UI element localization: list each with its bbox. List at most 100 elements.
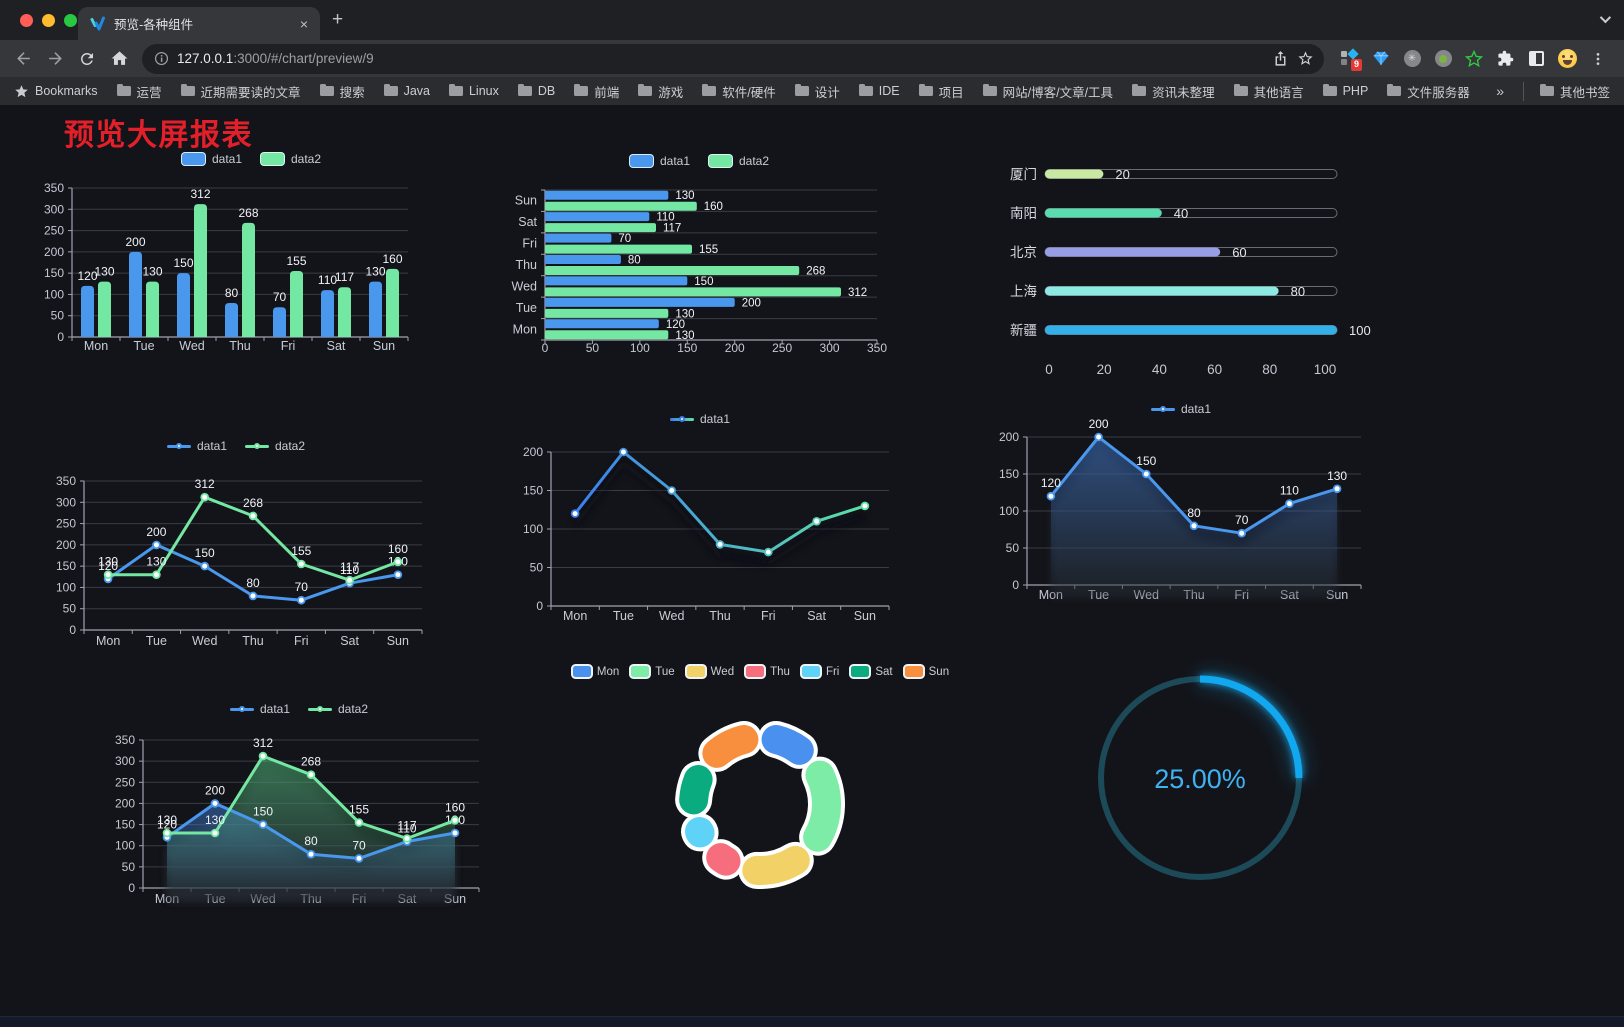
bookmark-star-icon[interactable]	[1297, 50, 1314, 67]
svg-text:130: 130	[98, 555, 118, 569]
svg-text:0: 0	[1045, 362, 1053, 377]
reader-extension-icon[interactable]	[1526, 49, 1546, 69]
bookmark-folder[interactable]: PHP	[1322, 83, 1368, 98]
chart-donut[interactable]: Mon Tue Wed Thu Fri Sat Sun	[550, 663, 970, 908]
bookmark-folder[interactable]: 设计	[794, 82, 840, 101]
svg-text:130: 130	[675, 330, 694, 342]
svg-text:Tue: Tue	[133, 339, 154, 353]
legend-item-data2[interactable]: data2	[308, 702, 368, 716]
svg-text:Thu: Thu	[709, 609, 731, 623]
chart-grouped-bar[interactable]: 0 50 100 150 200 250 300 350 Mon Tue Wed Thu Fri Sat S…	[36, 146, 466, 373]
svg-text:80: 80	[246, 576, 260, 590]
svg-text:150: 150	[523, 484, 543, 498]
svg-text:200: 200	[146, 525, 166, 539]
bookmarks-root[interactable]: Bookmarks	[14, 84, 98, 99]
tab-search-chevron-icon[interactable]	[1599, 11, 1612, 24]
close-window-button[interactable]	[20, 13, 33, 27]
bookmarks-overflow-chevron[interactable]: »	[1496, 83, 1504, 99]
bookmark-folder[interactable]: 近期需要读的文章	[180, 82, 301, 101]
chart-dual-line[interactable]: 0 50 100 150 200 250 300 350 Mon Tue Wed Thu Fri Sat S…	[40, 432, 432, 665]
menu-dots-icon[interactable]	[1588, 49, 1608, 69]
legend-item-Wed[interactable]: Wed	[684, 664, 734, 679]
svg-text:Wed: Wed	[512, 279, 538, 293]
bookmark-folder[interactable]: 文件服务器	[1387, 82, 1470, 101]
legend-swatch	[260, 152, 285, 166]
chart-dual-area-line[interactable]: 0 50 100 150 200 250 300 350 Mon Tue Wed Thu Fri Sat S…	[103, 698, 495, 921]
svg-text:100: 100	[630, 341, 650, 355]
svg-text:Mon: Mon	[96, 634, 120, 648]
bookmark-folder[interactable]: IDE	[858, 83, 900, 98]
legend-item-data1[interactable]: data1	[1150, 402, 1211, 416]
share-icon[interactable]	[1272, 50, 1289, 67]
svg-text:268: 268	[243, 496, 263, 510]
legend-item-data1[interactable]: data1	[669, 412, 730, 426]
svg-text:200: 200	[205, 783, 225, 797]
legend-item-Thu[interactable]: Thu	[744, 664, 790, 679]
legend-item-Tue[interactable]: Tue	[629, 664, 675, 679]
bookmark-folder[interactable]: Java	[383, 83, 430, 98]
legend-item-data1[interactable]: data1	[628, 154, 690, 168]
bookmark-folder[interactable]: 网站/博客/文章/工具	[982, 82, 1113, 101]
svg-text:50: 50	[51, 309, 65, 323]
chart-gradient-line[interactable]: 0 50 100 150 200 Mon Tue Wed Thu Fri Sat Sun data1	[503, 402, 897, 637]
legend-item-data1[interactable]: data1	[180, 152, 242, 166]
svg-text:厦门: 厦门	[1010, 167, 1037, 182]
legend-item-Sun[interactable]: Sun	[902, 664, 949, 679]
back-button[interactable]	[8, 44, 38, 74]
bookmark-folder[interactable]: 搜索	[319, 82, 365, 101]
forward-button[interactable]	[40, 44, 70, 74]
svg-text:0: 0	[536, 599, 543, 613]
legend-item-Sat[interactable]: Sat	[849, 664, 893, 679]
extensions-puzzle-icon[interactable]	[1495, 49, 1515, 69]
bookmark-folder[interactable]: 运营	[116, 82, 162, 101]
vimium-extension-icon[interactable]: ✳	[1402, 49, 1422, 69]
svg-text:110: 110	[397, 822, 416, 836]
legend-item-data2[interactable]: data2	[245, 439, 305, 453]
recorder-extension-icon[interactable]	[1433, 49, 1453, 69]
chart-gauge[interactable]: 25.00%	[1078, 656, 1322, 905]
svg-text:Sun: Sun	[854, 609, 876, 623]
bookmark-folder[interactable]: 资讯未整理	[1132, 82, 1215, 101]
legend-item-data2[interactable]: data2	[708, 154, 769, 168]
legend-item-data1[interactable]: data1	[166, 439, 227, 453]
bookmark-folder[interactable]: 项目	[918, 82, 964, 101]
chart-legend: Mon Tue Wed Thu Fri Sat Sun	[550, 664, 970, 679]
tab-close-icon[interactable]: ×	[299, 15, 308, 32]
legend-item-Mon[interactable]: Mon	[570, 664, 619, 679]
browser-tab[interactable]: 预览-各种组件 ×	[78, 7, 320, 40]
bookmark-folder-other[interactable]: 其他书签	[1522, 81, 1610, 101]
svg-text:312: 312	[253, 736, 273, 750]
svg-text:80: 80	[1187, 506, 1201, 520]
bookmark-folder[interactable]: 前端	[574, 82, 619, 101]
reload-button[interactable]	[72, 44, 102, 74]
bookmark-folder[interactable]: Linux	[448, 83, 499, 98]
star-extension-icon[interactable]	[1464, 49, 1484, 69]
bookmark-folder[interactable]: DB	[517, 83, 555, 98]
chart-progress-bars[interactable]: 厦门 20 南阳 40 北京 60 上海 80 新疆 100 0 20 40 60 80 100	[983, 150, 1375, 390]
minimize-window-button[interactable]	[42, 13, 55, 27]
site-info-icon[interactable]	[154, 51, 169, 66]
proxy-extension-icon[interactable]: 9	[1340, 47, 1362, 71]
legend-item-data1[interactable]: data1	[229, 702, 290, 716]
bookmark-folder[interactable]: 游戏	[638, 82, 683, 101]
legend-item-Fri[interactable]: Fri	[799, 664, 839, 679]
chart-area-line[interactable]: 0 50 100 150 200 Mon Tue Wed Thu Fri Sat Sun 120 200 1…	[985, 392, 1377, 617]
bookmarks-bar: Bookmarks 运营 近期需要读的文章 搜索 Java Linux DB 前端 游戏 软件/硬…	[0, 77, 1624, 105]
url-bar[interactable]: 127.0.0.1 :3000/#/chart/preview/9	[142, 43, 1324, 74]
svg-text:40: 40	[1174, 206, 1188, 221]
bookmark-folder[interactable]: 软件/硬件	[702, 82, 776, 101]
page-title: 预览大屏报表	[64, 119, 253, 152]
svg-text:150: 150	[195, 546, 215, 560]
bookmark-folder[interactable]: 其他语言	[1233, 82, 1304, 101]
zoom-window-button[interactable]	[64, 13, 77, 27]
new-tab-button[interactable]: +	[332, 9, 344, 30]
folder-icon	[794, 83, 809, 96]
home-button[interactable]	[104, 44, 134, 74]
gem-extension-icon[interactable]	[1371, 49, 1391, 69]
folder-icon	[116, 83, 131, 96]
svg-text:200: 200	[999, 430, 1019, 444]
legend-item-data2[interactable]: data2	[260, 152, 321, 166]
profile-avatar[interactable]	[1557, 49, 1577, 69]
chart-horizontal-bar[interactable]: 0 50 100 150 200 250 300 350 Mon 120 130 Tue 200 130 W…	[503, 150, 895, 371]
